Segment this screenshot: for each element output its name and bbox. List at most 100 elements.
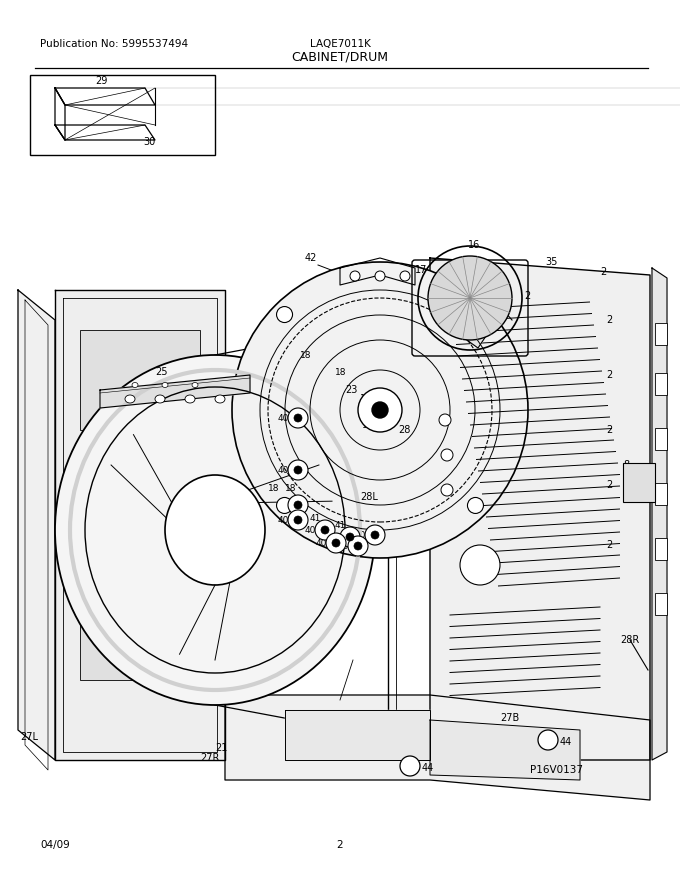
Polygon shape [430, 258, 650, 760]
Text: 40: 40 [316, 539, 327, 547]
Text: 27B: 27B [500, 713, 520, 723]
Ellipse shape [125, 395, 135, 403]
Text: 20: 20 [360, 533, 373, 543]
Ellipse shape [326, 533, 346, 553]
Ellipse shape [467, 306, 483, 323]
Text: 25: 25 [155, 367, 167, 377]
Text: 18: 18 [285, 483, 296, 493]
Ellipse shape [332, 539, 340, 547]
Text: 4: 4 [470, 558, 476, 568]
Text: 20: 20 [255, 470, 267, 480]
Ellipse shape [165, 475, 265, 585]
Ellipse shape [294, 501, 302, 509]
Text: 23: 23 [345, 385, 358, 395]
Text: 04/09: 04/09 [40, 840, 70, 850]
Text: 29: 29 [95, 76, 107, 86]
Text: 18: 18 [300, 350, 311, 360]
Ellipse shape [538, 730, 558, 750]
Ellipse shape [321, 526, 329, 534]
Text: 21: 21 [215, 743, 227, 753]
Ellipse shape [277, 497, 292, 513]
Ellipse shape [162, 383, 168, 387]
Text: Publication No: 5995537494: Publication No: 5995537494 [40, 39, 188, 49]
Ellipse shape [350, 271, 360, 281]
Ellipse shape [215, 395, 225, 403]
Text: 28: 28 [398, 425, 410, 435]
Ellipse shape [375, 271, 385, 281]
Ellipse shape [294, 516, 302, 524]
Text: 17: 17 [415, 265, 427, 275]
Text: 40A: 40A [278, 501, 296, 510]
Text: 2: 2 [600, 267, 607, 277]
Text: 40A: 40A [305, 525, 322, 534]
Text: 2: 2 [606, 315, 612, 325]
Ellipse shape [132, 383, 138, 387]
Bar [80, 590, 200, 680]
Text: 18: 18 [335, 368, 347, 377]
Ellipse shape [441, 449, 453, 461]
Polygon shape [652, 268, 667, 760]
Text: 27L: 27L [20, 732, 38, 742]
Text: 2: 2 [606, 480, 612, 490]
Ellipse shape [439, 414, 451, 426]
Text: 2: 2 [606, 370, 612, 380]
Ellipse shape [294, 414, 302, 422]
Bar [655, 373, 667, 395]
Text: 34: 34 [488, 292, 500, 302]
Ellipse shape [55, 355, 375, 705]
Ellipse shape [288, 460, 308, 480]
Text: 8: 8 [623, 460, 629, 470]
Ellipse shape [400, 756, 420, 776]
Bar [80, 455, 200, 555]
Ellipse shape [346, 533, 354, 541]
Bar [655, 323, 667, 345]
Ellipse shape [371, 531, 379, 539]
Text: 40: 40 [338, 541, 350, 551]
Ellipse shape [348, 536, 368, 556]
Text: 16: 16 [468, 240, 480, 250]
Text: CABINET/DRUM: CABINET/DRUM [292, 50, 388, 63]
Ellipse shape [185, 395, 195, 403]
Text: 2: 2 [337, 840, 343, 850]
Ellipse shape [354, 542, 362, 550]
Ellipse shape [365, 525, 385, 545]
Text: 18: 18 [360, 393, 371, 402]
Ellipse shape [232, 262, 528, 558]
Text: 41: 41 [335, 520, 346, 530]
Text: 2: 2 [606, 425, 612, 435]
Ellipse shape [288, 495, 308, 515]
Ellipse shape [294, 466, 302, 474]
Ellipse shape [441, 484, 453, 496]
Ellipse shape [288, 510, 308, 530]
Bar [80, 330, 200, 430]
Text: 2: 2 [524, 291, 530, 301]
Text: 40A: 40A [278, 414, 296, 422]
Bar [655, 593, 667, 615]
Text: P16V0137: P16V0137 [530, 765, 583, 775]
Polygon shape [18, 290, 55, 760]
Ellipse shape [400, 271, 410, 281]
Bar [655, 538, 667, 560]
Ellipse shape [277, 306, 292, 323]
Ellipse shape [315, 520, 335, 540]
Text: 33: 33 [440, 320, 452, 330]
Text: 30: 30 [143, 137, 155, 147]
Polygon shape [100, 375, 250, 408]
Polygon shape [430, 720, 580, 780]
Text: 42: 42 [305, 253, 318, 263]
Bar [30, 75, 215, 155]
Polygon shape [450, 328, 490, 348]
Text: 28L: 28L [360, 492, 378, 502]
Text: 40A: 40A [330, 532, 347, 541]
Bar [655, 428, 667, 450]
Text: 40: 40 [278, 516, 290, 524]
Ellipse shape [340, 527, 360, 547]
Ellipse shape [192, 383, 198, 387]
Ellipse shape [372, 402, 388, 418]
Text: 18: 18 [268, 483, 279, 493]
Text: 27R: 27R [200, 753, 220, 763]
Text: 28R: 28R [620, 635, 639, 645]
Ellipse shape [460, 545, 500, 585]
Text: LAQE7011K: LAQE7011K [310, 39, 371, 49]
Text: 35: 35 [545, 257, 558, 267]
